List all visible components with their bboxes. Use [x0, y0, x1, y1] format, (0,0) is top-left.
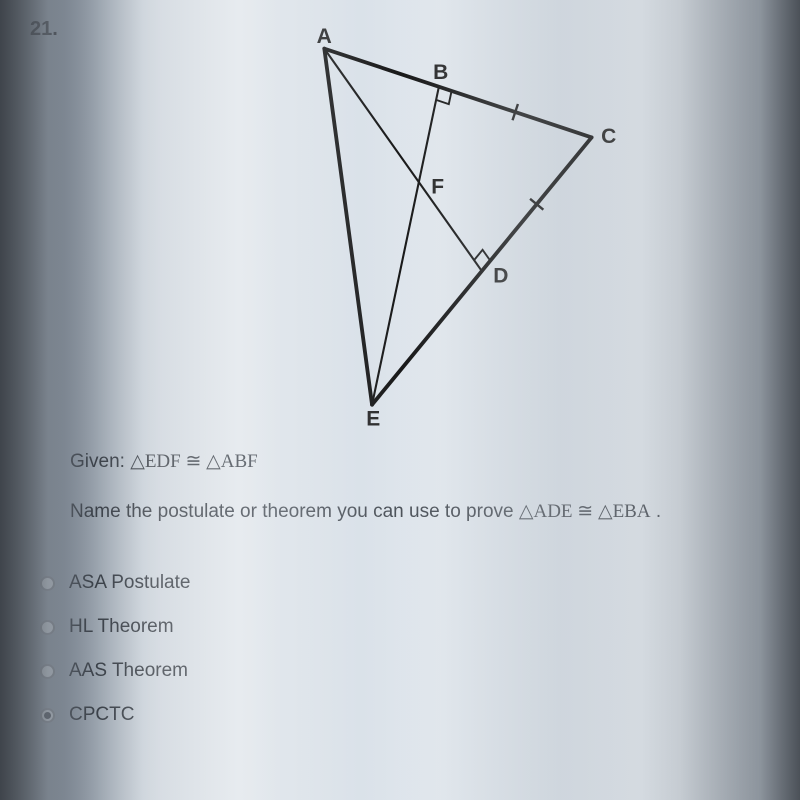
option-row[interactable]: ASA Postulate	[40, 572, 740, 594]
option-row[interactable]: AAS Theorem	[40, 660, 740, 682]
figure-svg: A B C D E F	[200, 20, 630, 440]
prompt-math: △ADE ≅ △EBA	[519, 501, 651, 522]
prompt-suffix: .	[656, 501, 661, 522]
option-row[interactable]: HL Theorem	[40, 616, 740, 638]
option-label: AAS Theorem	[69, 660, 188, 682]
option-label: HL Theorem	[69, 616, 174, 638]
option-label: CPCTC	[69, 704, 134, 726]
prompt-prefix: Name the postulate or theorem you can us…	[70, 501, 519, 522]
question-number: 21.	[30, 18, 58, 41]
svg-text:E: E	[366, 408, 380, 431]
svg-text:B: B	[433, 61, 448, 84]
option-label: ASA Postulate	[69, 572, 190, 594]
svg-text:A: A	[317, 25, 332, 48]
option-row[interactable]: CPCTC	[40, 704, 740, 726]
svg-text:D: D	[493, 265, 508, 288]
radio-icon[interactable]	[40, 620, 55, 635]
given-line: Given: △EDF ≅ △ABF	[70, 450, 258, 473]
svg-text:F: F	[431, 176, 444, 199]
geometry-figure: A B C D E F	[200, 20, 630, 440]
answer-options: ASA Postulate HL Theorem AAS Theorem CPCTC	[40, 550, 740, 748]
question-prompt: Name the postulate or theorem you can us…	[70, 500, 750, 523]
radio-icon[interactable]	[40, 708, 55, 723]
radio-icon[interactable]	[40, 576, 55, 591]
radio-icon[interactable]	[40, 664, 55, 679]
given-label: Given:	[70, 451, 125, 472]
svg-text:C: C	[601, 125, 616, 148]
given-math: △EDF ≅ △ABF	[130, 451, 258, 472]
